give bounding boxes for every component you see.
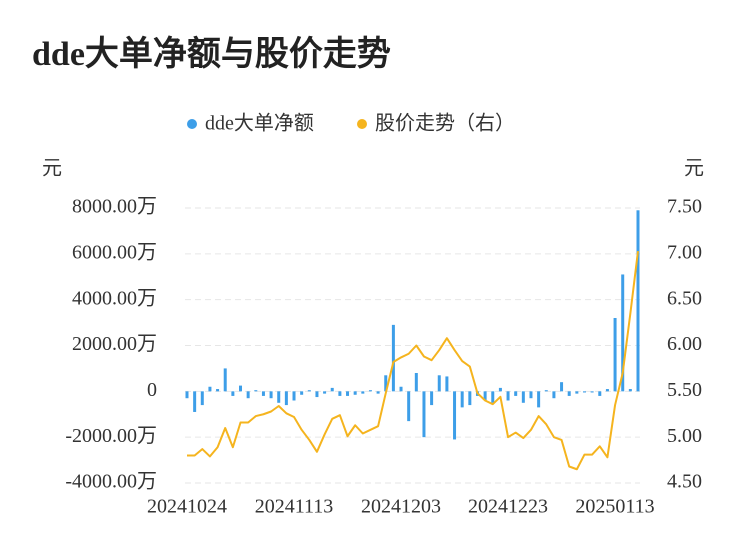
bar	[216, 389, 220, 392]
bar	[514, 391, 518, 396]
bar	[277, 391, 281, 403]
bar	[391, 324, 395, 392]
bar	[307, 390, 311, 392]
legend-marker	[357, 119, 367, 129]
x-tick-label: 20241113	[255, 496, 334, 518]
y2-tick-label: 7.00	[667, 241, 702, 263]
x-tick-label: 20241024	[147, 496, 227, 518]
bar	[200, 391, 204, 406]
y-tick-label: 2000.00万	[72, 333, 157, 355]
bar	[193, 391, 197, 412]
y2-tick-label: 7.50	[667, 196, 702, 218]
bar	[483, 391, 487, 401]
chart-title: dde大单净额与股价走势	[32, 35, 391, 73]
bar	[544, 390, 548, 392]
bar	[529, 391, 533, 399]
bar	[590, 391, 594, 393]
bar	[453, 391, 457, 440]
bar	[407, 391, 411, 422]
bar	[422, 391, 426, 438]
bar	[613, 318, 617, 392]
x-tick-label: 20241223	[468, 496, 548, 518]
bar	[460, 391, 464, 408]
bar	[330, 387, 334, 392]
bar	[223, 368, 227, 392]
bar	[491, 391, 495, 403]
bar	[239, 385, 243, 392]
bar	[300, 391, 304, 395]
bar	[552, 391, 556, 399]
bar	[261, 391, 265, 396]
bar	[315, 391, 319, 398]
bar	[621, 274, 625, 392]
bar	[628, 389, 632, 392]
bar	[598, 391, 602, 396]
bar	[346, 391, 350, 396]
bar	[498, 387, 502, 392]
bar	[430, 391, 434, 406]
bar	[605, 389, 609, 392]
legend-label[interactable]: 股价走势（右）	[375, 112, 515, 135]
bar	[353, 391, 357, 395]
bar	[284, 391, 288, 406]
bar	[636, 210, 640, 392]
bar	[399, 386, 403, 392]
legend-marker	[187, 119, 197, 129]
bar	[269, 391, 273, 399]
y2-tick-label: 6.00	[667, 333, 702, 355]
bar	[537, 391, 541, 408]
y-tick-label: 0	[147, 379, 157, 401]
y2-tick-label: 5.00	[667, 425, 702, 447]
y2-axis-label: 元	[684, 158, 704, 180]
bar	[323, 391, 327, 394]
bar	[338, 391, 342, 396]
bar	[567, 391, 571, 396]
bar	[582, 391, 586, 393]
y-tick-label: -2000.00万	[65, 425, 157, 447]
bar	[231, 391, 235, 396]
bar	[208, 386, 212, 392]
y-tick-label: 6000.00万	[72, 241, 157, 263]
bar	[246, 391, 250, 399]
bar	[361, 391, 365, 394]
y2-tick-label: 5.50	[667, 379, 702, 401]
bar	[376, 391, 380, 394]
y2-tick-label: 4.50	[667, 471, 702, 493]
bar	[575, 391, 579, 394]
y2-tick-label: 6.50	[667, 287, 702, 309]
y-tick-label: 8000.00万	[72, 196, 157, 218]
bar	[254, 390, 258, 392]
y-tick-label: -4000.00万	[65, 471, 157, 493]
bar	[437, 375, 441, 392]
y-axis-label: 元	[42, 158, 62, 180]
bar	[560, 382, 564, 392]
bar	[506, 391, 510, 401]
bar	[185, 391, 189, 399]
bar	[521, 391, 525, 403]
bar	[368, 390, 372, 392]
bar	[414, 373, 418, 392]
legend-label[interactable]: dde大单净额	[205, 112, 314, 135]
bar	[468, 391, 472, 406]
price-line	[187, 250, 639, 471]
x-tick-label: 20241203	[361, 496, 441, 518]
bar	[384, 375, 388, 392]
bar	[445, 376, 449, 392]
bar	[292, 391, 296, 401]
x-tick-label: 20250113	[575, 496, 654, 518]
y-tick-label: 4000.00万	[72, 287, 157, 309]
